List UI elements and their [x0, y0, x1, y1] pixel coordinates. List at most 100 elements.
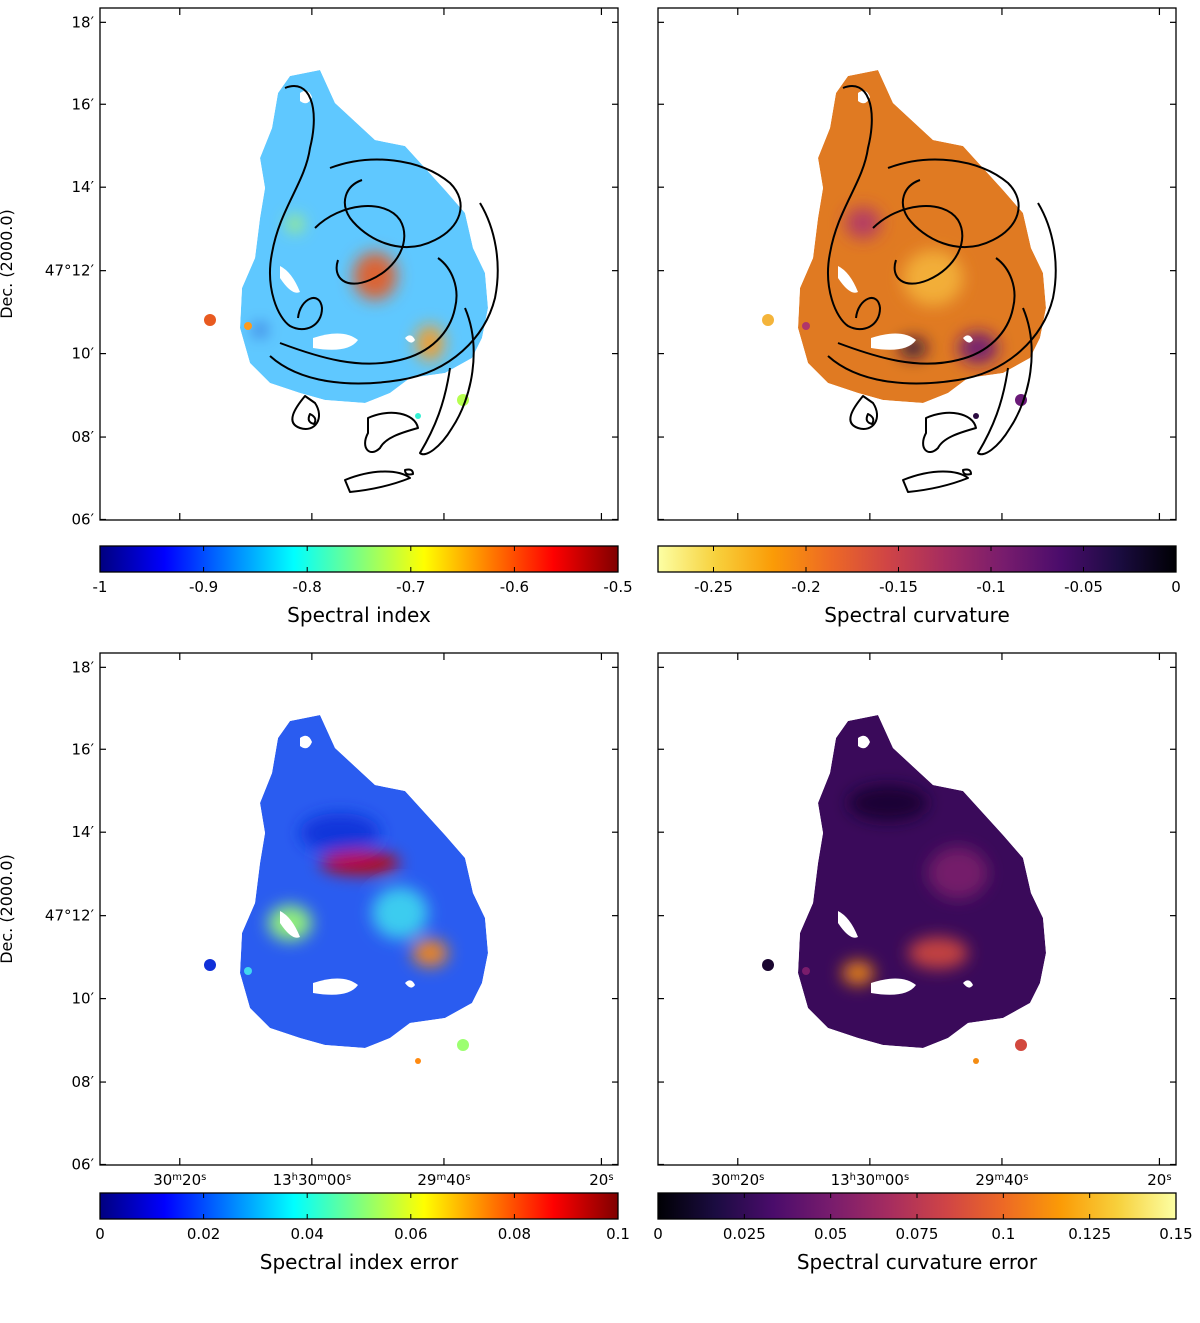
plot-frame [657, 7, 1177, 521]
x-tick-label-part: h [292, 1172, 298, 1183]
x-tick-label-part: 13 [273, 1171, 292, 1189]
heatmap-image [240, 715, 488, 1048]
x-tick-label-part: m [436, 1172, 446, 1183]
heatmap-speck-1 [244, 322, 252, 330]
contour-line-9 [344, 470, 411, 493]
y-tick-label-0: 18′ [72, 658, 95, 676]
contour-line-4 [269, 202, 499, 385]
heatmap-blob-0 [848, 785, 928, 821]
heatmap-hole-2 [871, 333, 916, 350]
heatmap-blobs [255, 216, 444, 361]
colorbar-tick-label-5: -0.5 [603, 578, 632, 596]
colorbar-tick-label-1: 0.02 [187, 1225, 220, 1243]
heatmap-hole-1 [838, 911, 858, 938]
heatmap-hole-2 [313, 333, 358, 350]
colorbar-label: Spectral index error [260, 1250, 459, 1274]
colorbar-tick-label-5: 0.125 [1068, 1225, 1111, 1243]
contour-line-0 [269, 85, 323, 331]
y-tick-label-6: 06′ [72, 510, 95, 528]
colorbar-tick-label-3: -0.1 [976, 578, 1005, 596]
x-tick-label-part: 30 [153, 1171, 172, 1189]
contour-line-4 [827, 202, 1057, 385]
y-tick-label-3: 47°12′ [45, 907, 95, 925]
y-tick-label-3: 47°12′ [45, 262, 95, 280]
heatmap-speck-1 [244, 967, 252, 975]
colorbar-tick-label-4: 0.08 [498, 1225, 531, 1243]
heatmap-blob-2 [287, 216, 303, 232]
heatmap-blob-1 [845, 207, 881, 239]
panel-bottom-right: 30m20s13h30m00s29m40s20sR.A. (2000.0) [657, 652, 1177, 1215]
heatmap-blob-1 [416, 325, 444, 361]
heatmap-hole-2 [871, 978, 916, 995]
contour-line-3 [837, 257, 1016, 365]
contour-line-0 [827, 85, 881, 331]
heatmap-speck-3 [973, 1058, 979, 1064]
x-tick-label-part: 20 [182, 1171, 201, 1189]
colorbar-tick-label-4: -0.6 [500, 578, 529, 596]
heatmap-hole-3 [405, 980, 415, 988]
colorbar-top-left: -1 -0.9 -0.8 -0.7 -0.6 -0.5 Spectral index [93, 545, 633, 627]
x-tick-label-part: 29 [417, 1171, 436, 1189]
contour-line-10 [962, 468, 972, 476]
contour-line-2 [872, 205, 964, 285]
colorbar-tick-label-1: -0.9 [189, 578, 218, 596]
x-tick-label-part: 30 [856, 1171, 875, 1189]
contour-line-10 [404, 468, 414, 476]
contour-line-5 [977, 307, 1033, 456]
plot-frame [657, 652, 1177, 1166]
heatmap-blob-3 [842, 961, 874, 985]
colorbar-tick-label-4: 0.1 [991, 1225, 1015, 1243]
heatmap-image [798, 70, 1046, 403]
x-tick-label-3: 20s [1147, 1171, 1171, 1189]
x-tick-label-0: 30m20s [711, 1171, 764, 1189]
colorbar-tick-label-1: 0.025 [723, 1225, 766, 1243]
y-tick-label-0: 18′ [72, 13, 95, 31]
panel-top-right [657, 7, 1177, 521]
heatmap-base [240, 70, 488, 403]
colorbar-tick-label-5: 0.1 [606, 1225, 630, 1243]
heatmap-speck-0 [204, 314, 216, 326]
x-tick-label-part: 00 [327, 1171, 346, 1189]
y-tick-label-2: 14′ [72, 823, 95, 841]
colorbar-tick-label-4: -0.05 [1064, 578, 1103, 596]
heatmap-image [240, 70, 488, 403]
x-tick-label-part: 40 [1004, 1171, 1023, 1189]
heatmap-hole-1 [280, 266, 300, 293]
y-tick-label-1: 16′ [72, 740, 95, 758]
heatmap-blob-1 [372, 887, 428, 939]
heatmap-image [798, 715, 1046, 1048]
colorbar-tick-label-1: -0.2 [791, 578, 820, 596]
colorbar-label: Spectral curvature [824, 603, 1010, 627]
heatmap-speck-2 [457, 1039, 469, 1051]
x-tick-label-part: 40 [446, 1171, 465, 1189]
contour-line-6 [291, 395, 320, 430]
x-tick-label-part: s [201, 1172, 206, 1183]
colorbar-label: Spectral index [287, 603, 431, 627]
x-tick-label-part: 13 [831, 1171, 850, 1189]
x-tick-label-part: s [346, 1172, 351, 1183]
colorbar-tick-label-2: 0.05 [814, 1225, 847, 1243]
contour-line-3 [279, 257, 458, 365]
heatmap-blob-0 [353, 252, 397, 300]
heatmap-blob-3 [412, 939, 448, 967]
y-tick-label-6: 06′ [72, 1155, 95, 1173]
contour-line-5 [419, 307, 475, 456]
heatmap-hole-2 [313, 978, 358, 995]
x-tick-label-part: m [317, 1172, 327, 1183]
heatmap-hole-1 [838, 266, 858, 293]
heatmap-hole-1 [280, 911, 300, 938]
heatmap-speck-0 [762, 314, 774, 326]
colorbar-tick-label-2: -0.8 [293, 578, 322, 596]
heatmap-blobs [842, 785, 988, 985]
colorbar-tick-label-0: -1 [93, 578, 108, 596]
heatmap-blob-1 [928, 847, 988, 899]
x-tick-label-part: s [608, 1172, 613, 1183]
heatmap-hole-0 [300, 735, 312, 749]
heatmap-base [240, 715, 488, 1048]
colorbar-tick-label-3: 0.075 [896, 1225, 939, 1243]
x-tick-label-part: s [1023, 1172, 1028, 1183]
y-tick-label-2: 14′ [72, 178, 95, 196]
heatmap-blob-5 [255, 325, 265, 335]
heatmap-blob-0 [300, 813, 380, 853]
